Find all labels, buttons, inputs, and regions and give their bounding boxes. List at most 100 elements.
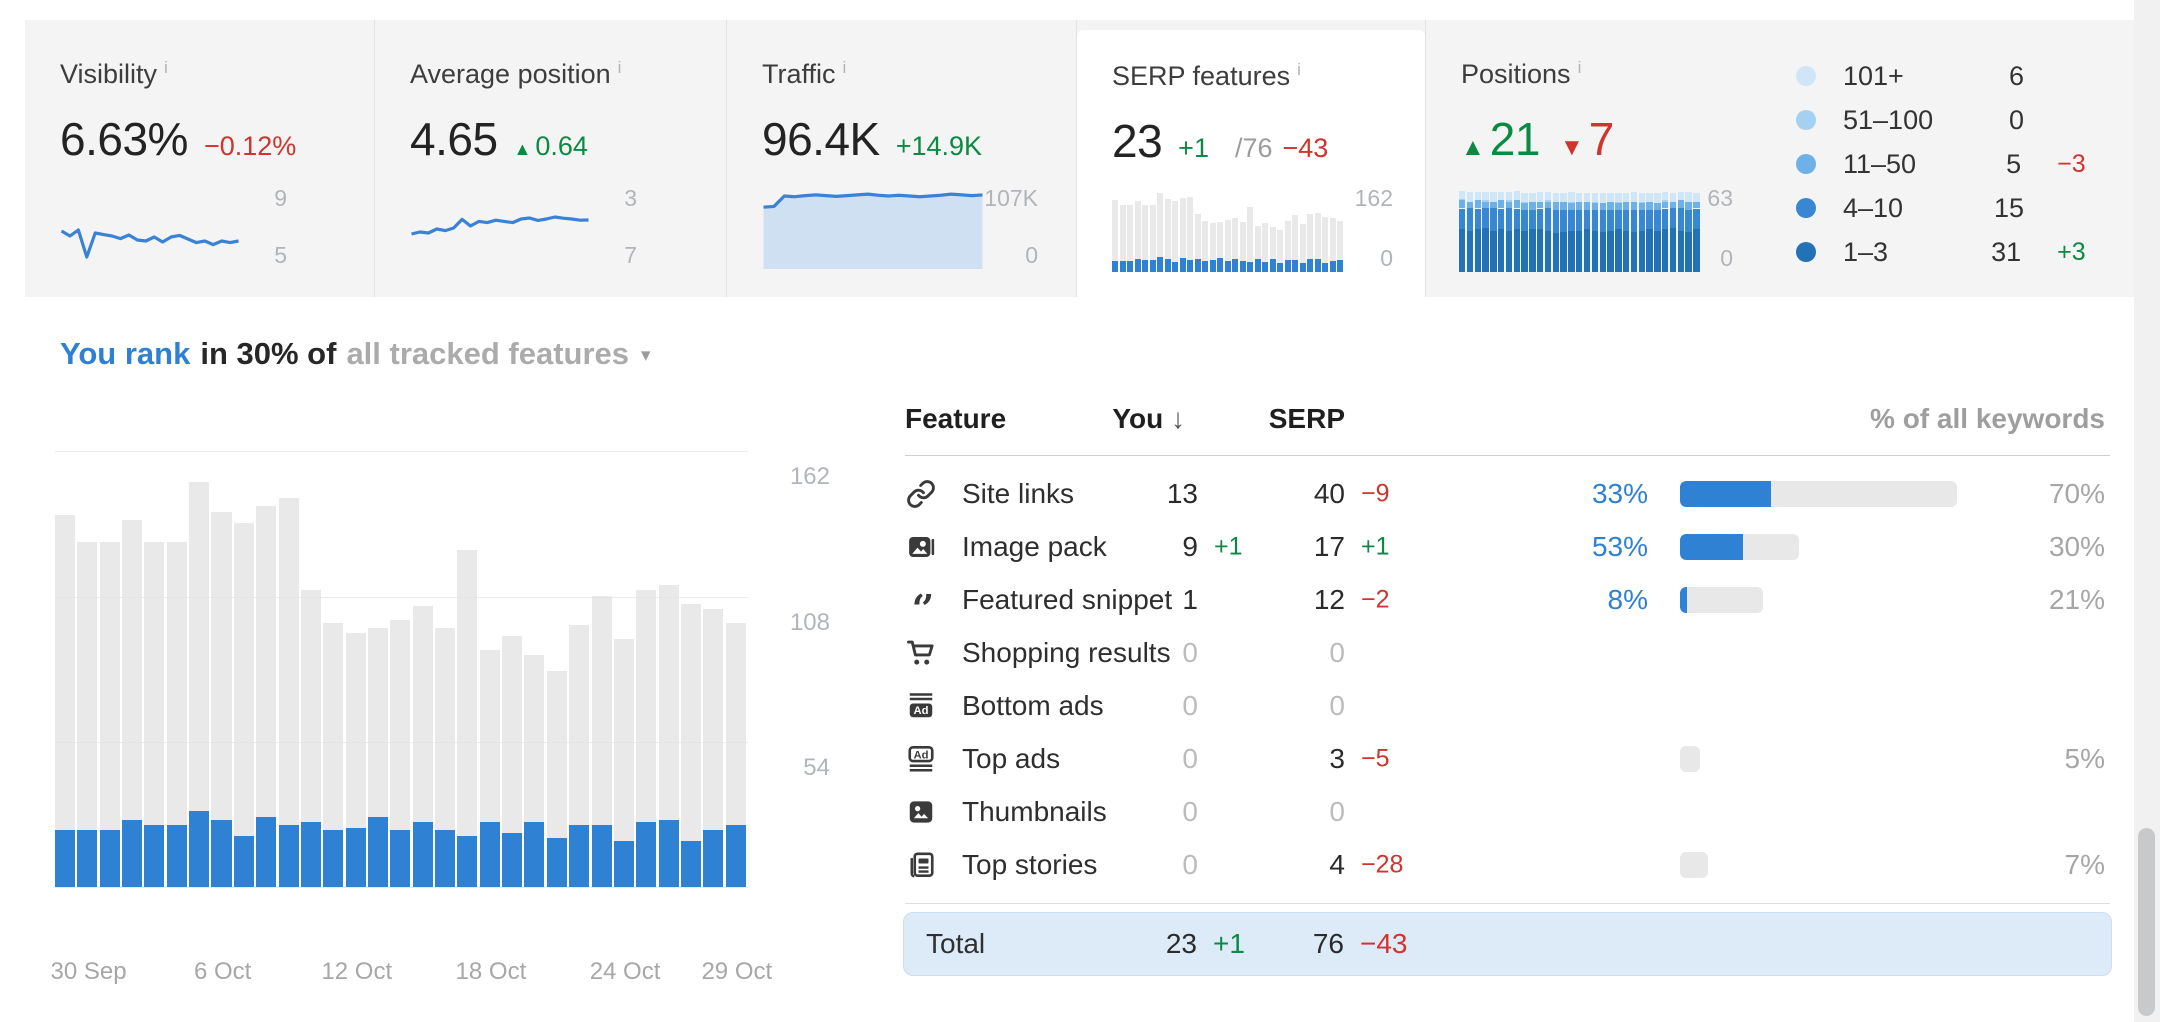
you-rank-bar[interactable] [680,841,701,887]
serp-total-bar[interactable] [636,590,657,887]
axis-bottom-label: 5 [274,242,287,268]
legend-row-51–100[interactable]: 51–100 0 [1796,98,2126,142]
legend-row-4–10[interactable]: 4–10 15 [1796,186,2126,230]
vertical-scrollbar[interactable] [2134,0,2160,1022]
serp-total-bar[interactable] [658,584,679,887]
you-rank-bar[interactable] [569,824,590,887]
feature-row-top-stories[interactable]: Top stories 0 4 −28 7% [905,838,2110,891]
heading-filter-dropdown[interactable]: all tracked features [346,336,630,371]
card-average-position[interactable]: Average position i 4.65 ▲ 0.64 3 7 [375,20,727,297]
serp-total-bar[interactable] [278,498,299,887]
you-rank-bar[interactable] [636,822,657,887]
you-rank-bar[interactable] [546,838,567,887]
card-traffic[interactable]: Traffic i 96.4K +14.9K 107K 0 [727,20,1077,297]
info-icon[interactable]: i [164,58,168,77]
serp-features-spark-axis: 162 0 [1345,185,1393,272]
you-vs-serp-percent-link[interactable]: 8% [1607,583,1648,615]
serp-total-bar[interactable] [77,541,98,887]
you-rank-bar[interactable] [256,816,277,887]
you-rank-bar[interactable] [658,819,679,887]
serp-total-bar[interactable] [144,541,165,887]
you-rank-bar[interactable] [435,830,456,887]
serp-total-bar[interactable] [55,514,76,887]
you-rank-bar[interactable] [144,824,165,887]
serp-total-bar[interactable] [703,609,724,887]
serp-total-bar[interactable] [412,606,433,887]
serp-total-bar[interactable] [457,549,478,887]
serp-total-bar[interactable] [569,625,590,887]
column-header-feature[interactable]: Feature [905,403,1007,434]
traffic-value: 96.4K [762,113,880,165]
you-rank-bar[interactable] [457,835,478,887]
feature-row-bottom-ads[interactable]: Ad Bottom ads 0 0 [905,679,2110,732]
you-rank-bar[interactable] [122,819,143,887]
info-icon[interactable]: i [842,58,847,77]
you-rank-bar[interactable] [77,830,98,887]
feature-row-featured-snippet[interactable]: ‘’ Featured snippet 1 12 −2 8% 21% [905,573,2110,628]
serp-total-bar[interactable] [99,541,120,887]
serp-total-bar[interactable] [613,638,634,887]
you-rank-bar[interactable] [524,822,545,887]
info-icon[interactable]: i [617,58,622,77]
you-rank-bar[interactable] [479,822,500,887]
you-rank-bar[interactable] [189,811,210,887]
you-rank-bar[interactable] [390,830,411,887]
heading-you-rank-link[interactable]: You rank [60,336,191,371]
serp-total-bar[interactable] [189,482,210,887]
column-header-you[interactable]: You ↓ [1112,403,1185,434]
scrollbar-thumb[interactable] [2138,828,2155,1016]
info-icon[interactable]: i [1577,58,1582,77]
feature-row-thumbnails[interactable]: Thumbnails 0 0 [905,785,2110,838]
you-rank-bar[interactable] [166,824,187,887]
serp-total-bar[interactable] [256,506,277,887]
you-rank-bar[interactable] [502,833,523,887]
serp-total-bar[interactable] [680,603,701,887]
you-rank-bar[interactable] [725,824,746,887]
you-rank-bar[interactable] [703,830,724,887]
serp-total-bar[interactable] [300,590,321,887]
you-rank-bar[interactable] [278,824,299,887]
serp-total-bar[interactable] [345,633,366,887]
feature-row-site-links[interactable]: Site links 13 40 −9 33% 70% [905,467,2110,520]
serp-total-bar[interactable] [591,595,612,887]
serp-total-bar[interactable] [211,511,232,887]
you-rank-bar[interactable] [613,841,634,887]
serp-total-bar[interactable] [546,671,567,887]
you-rank-bar[interactable] [233,835,254,887]
serp-total-bar[interactable] [233,522,254,887]
card-serp-features[interactable]: SERP features i 23 +1 /76 −43 162 0 [1077,30,1425,312]
serp-total-bar[interactable] [435,627,456,887]
info-icon[interactable]: i [1297,60,1301,79]
card-positions[interactable]: Positions i ▲ 21 ▼ 7 63 0 101+ 6 51–100 0 11–50… [1425,20,2135,297]
traffic-delta: +14.9K [895,131,983,161]
you-rank-bar[interactable] [367,816,388,887]
legend-row-11–50[interactable]: 11–50 5 −3 [1796,142,2126,186]
you-rank-bar[interactable] [99,830,120,887]
you-rank-bar[interactable] [591,824,612,887]
feature-row-top-ads[interactable]: Ad Top ads 0 3 −5 5% [905,732,2110,785]
you-rank-bar[interactable] [412,822,433,887]
serp-total-bar[interactable] [390,619,411,887]
serp-delta: −5 [1361,744,1390,772]
legend-row-101+[interactable]: 101+ 6 [1796,54,2126,98]
you-vs-serp-percent-link[interactable]: 53% [1591,530,1648,562]
you-rank-bar[interactable] [300,822,321,887]
chevron-down-icon[interactable]: ▾ [641,345,651,366]
serp-total-bar[interactable] [166,541,187,887]
you-rank-bar[interactable] [55,830,76,887]
feature-row-image-pack[interactable]: Image pack 9 +1 17 +1 53% 30% [905,520,2110,573]
you-vs-serp-percent-link[interactable]: 33% [1591,477,1648,509]
serp-total-bar[interactable] [502,636,523,887]
percent-of-all-keywords: 21% [2048,583,2105,615]
serp-total-bar[interactable] [725,622,746,887]
card-visibility[interactable]: Visibility i 6.63% −0.12% 9 5 [25,20,375,297]
serp-total-bar[interactable] [122,519,143,887]
feature-row-shopping-results[interactable]: Shopping results 0 0 [905,626,2110,679]
column-header-serp[interactable]: SERP [1268,403,1345,434]
serp-total-bar[interactable] [323,622,344,887]
you-rank-bar[interactable] [211,819,232,887]
top-ads-icon: Ad [905,743,937,775]
legend-row-1–3[interactable]: 1–3 31 +3 [1796,230,2126,274]
you-rank-bar[interactable] [323,830,344,887]
you-rank-bar[interactable] [345,827,366,887]
